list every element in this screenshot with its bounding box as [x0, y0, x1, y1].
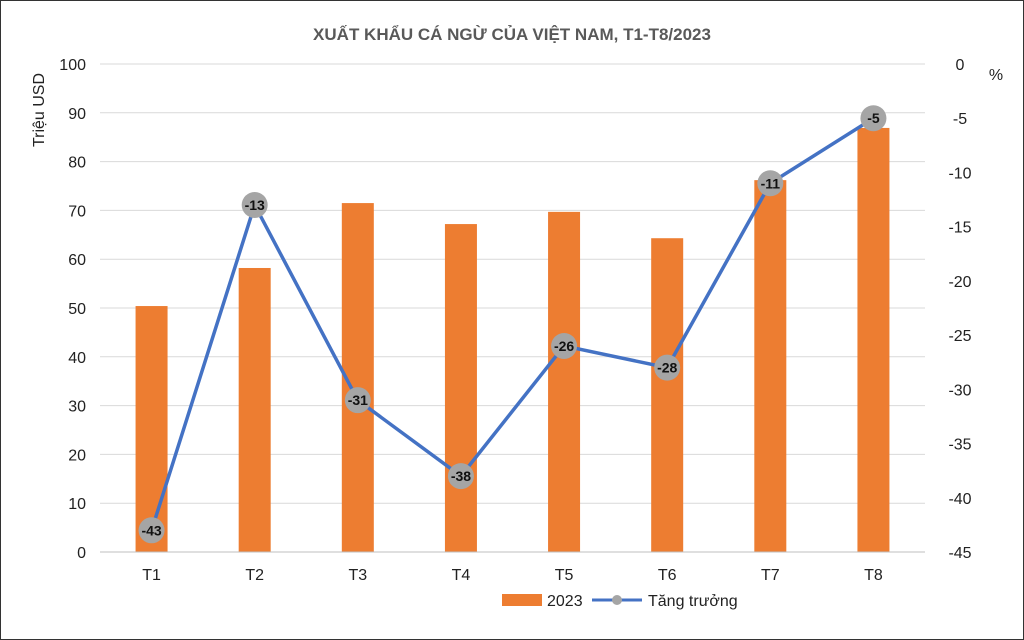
x-tick-label: T2: [245, 567, 264, 584]
growth-marker: [241, 191, 268, 218]
x-tick-label: T5: [555, 567, 574, 584]
y-left-tick-label: 40: [68, 350, 86, 367]
legend-label-growth: Tăng trưởng: [648, 593, 738, 610]
growth-data-label: -43: [141, 522, 161, 538]
bar-2023: [135, 306, 168, 552]
bar-2023: [444, 224, 477, 552]
y-left-tick-label: 20: [68, 447, 86, 464]
growth-data-label: -28: [657, 360, 677, 376]
y-right-tick-label: 0: [956, 57, 965, 74]
x-tick-label: T8: [864, 567, 883, 584]
legend-swatch-2023: [502, 594, 542, 606]
legend: 2023 Tăng trưởng: [502, 593, 738, 610]
legend-label-2023: 2023: [547, 593, 583, 610]
bar-2023: [754, 180, 787, 553]
growth-marker: [138, 517, 165, 544]
y-axis-left-label: Triệu USD: [31, 73, 48, 147]
growth-data-label: -31: [348, 392, 368, 408]
y-left-tick-label: 100: [59, 57, 86, 74]
growth-data-label: -38: [451, 468, 471, 484]
growth-line: [149, 116, 875, 531]
growth-marker: [551, 332, 578, 359]
y-right-tick-label: -15: [948, 220, 971, 237]
bar-2023: [548, 211, 581, 552]
legend-marker-growth: [612, 595, 622, 605]
y-right-tick-label: -40: [948, 491, 971, 508]
growth-marker: [654, 354, 681, 381]
y-right-tick-label: -5: [953, 111, 967, 128]
y-left-tick-label: 80: [68, 155, 86, 172]
bar-2023: [651, 238, 684, 552]
x-tick-label: T1: [142, 567, 161, 584]
y-left-tick-label: 60: [68, 252, 86, 269]
y-right-tick-label: -30: [948, 382, 971, 399]
x-tick-label: T4: [452, 567, 471, 584]
y-left-tick-label: 0: [77, 545, 86, 562]
y-left-tick-label: 90: [68, 106, 86, 123]
growth-marker: [757, 170, 784, 197]
growth-data-label: -11: [761, 175, 781, 191]
y-left-tick-label: 70: [68, 203, 86, 220]
x-tick-label: T3: [348, 567, 367, 584]
growth-data-label: -13: [245, 197, 265, 213]
chart-title: XUẤT KHẨU CÁ NGỪ CỦA VIỆT NAM, T1-T8/202…: [313, 25, 711, 44]
y-right-tick-label: -45: [948, 545, 971, 562]
y-right-tick-label: -25: [948, 328, 971, 345]
growth-marker: [860, 105, 887, 132]
y-right-tick-label: -35: [948, 437, 971, 454]
growth-data-label: -26: [554, 338, 574, 354]
y-axis-right-label: %: [989, 67, 1003, 84]
x-tick-label: T7: [761, 567, 780, 584]
x-tick-label: T6: [658, 567, 677, 584]
growth-marker: [344, 387, 371, 414]
y-left-tick-label: 30: [68, 399, 86, 416]
y-left-tick-label: 50: [68, 301, 86, 318]
y-right-tick-label: -10: [948, 165, 971, 182]
bar-2023: [238, 267, 271, 552]
growth-data-label: -5: [867, 110, 880, 126]
bar-2023: [857, 127, 890, 552]
y-right-tick-label: -20: [948, 274, 971, 291]
growth-marker: [447, 463, 474, 490]
y-left-tick-label: 10: [68, 496, 86, 513]
